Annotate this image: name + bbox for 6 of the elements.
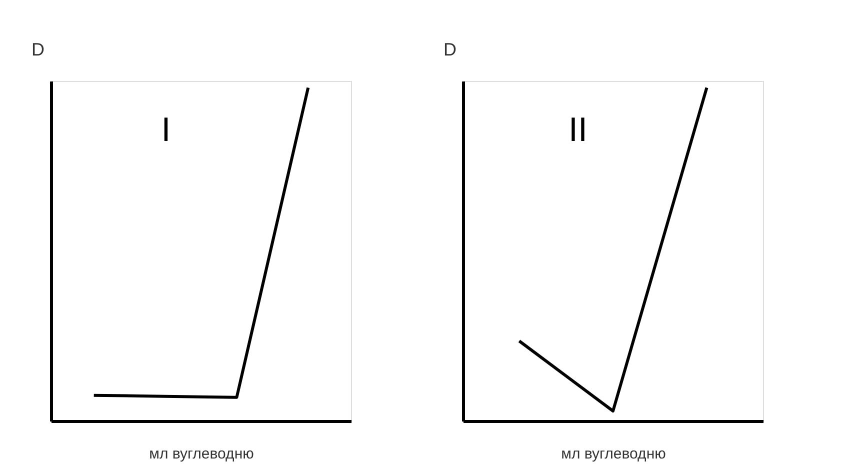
annotation: II bbox=[568, 111, 588, 149]
x-axis-title: мл вуглеводню bbox=[149, 446, 254, 462]
y-axis-title: D bbox=[32, 40, 44, 60]
annotation: I bbox=[161, 111, 171, 149]
y-axis-title: D bbox=[444, 40, 456, 60]
x-axis-title: мл вуглеводню bbox=[561, 446, 666, 462]
